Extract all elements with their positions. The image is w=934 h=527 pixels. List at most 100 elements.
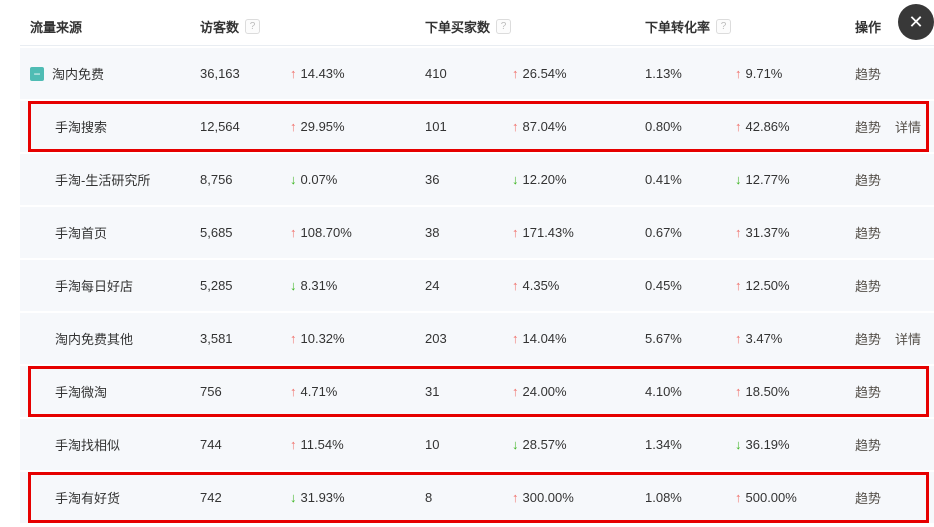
source-label: 手淘搜索 [55,120,108,135]
visitors-value: 756 [200,384,222,399]
actions-cell: 趋势 [855,382,934,401]
source-cell: − 手淘有好货 [20,488,200,507]
trend-arrow-icon: ↓ [290,278,297,293]
source-label: 淘内免费 [52,67,105,82]
trend-arrow-icon: ↓ [290,490,297,505]
conversion-change: ↑ 3.47% [735,331,783,346]
trend-arrow-icon: ↑ [290,331,297,346]
actions-cell: 趋势 详情 [855,329,934,348]
trend-arrow-icon: ↑ [735,225,742,240]
table-body: − 淘内免费 36,163 ↑ 14.43% 410 ↑ 26.54% 1.13% … [20,46,934,523]
collapse-toggle-icon[interactable]: − [30,66,44,81]
trend-link[interactable]: 趋势 [855,67,882,82]
source-cell: − 手淘首页 [20,223,200,242]
trend-arrow-icon: ↓ [735,437,742,452]
trend-arrow-icon: ↓ [735,172,742,187]
trend-arrow-icon: ↑ [290,225,297,240]
conversion-value: 5.67% [645,331,682,346]
table-row: − 手淘微淘 756 ↑4.71% 31 ↑24.00% 4.10% ↑18.5… [20,366,934,417]
column-header-conversion: 下单转化率 ? [645,17,735,36]
buyers-change: ↑ 171.43% [512,225,574,240]
table-header: 流量来源 访客数 ? 下单买家数 ? 下单转化率 ? 操作 [20,0,934,46]
source-cell: − 手淘搜索 [20,117,200,136]
trend-arrow-icon: ↑ [735,66,742,81]
actions-cell: 趋势 [855,276,934,295]
buyers-value: 36 [425,172,440,187]
actions-cell: 趋势 详情 [855,117,934,136]
trend-arrow-icon: ↑ [290,384,297,399]
trend-arrow-icon: ↑ [512,225,519,240]
buyers-value: 10 [425,437,440,452]
conversion-value: 0.41% [645,172,682,187]
trend-arrow-icon: ↑ [512,384,519,399]
conversion-value: 1.34% [645,437,682,452]
source-label: 手淘-生活研究所 [55,173,151,188]
buyers-value: 101 [425,119,447,134]
trend-link[interactable]: 趋势 [855,491,882,506]
trend-link[interactable]: 趋势 [855,332,882,347]
source-label: 手淘首页 [55,226,108,241]
trend-link[interactable]: 趋势 [855,438,882,453]
visitors-value: 8,756 [200,172,233,187]
trend-arrow-icon: ↑ [735,278,742,293]
visitors-value: 3,581 [200,331,233,346]
detail-link[interactable]: 详情 [895,120,922,135]
table-row: − 手淘首页 5,685 ↑108.70% 38 ↑171.43% 0.67% … [20,207,934,258]
buyers-change: ↑ 87.04% [512,119,567,134]
source-label: 手淘有好货 [55,491,121,506]
source-label: 手淘微淘 [55,385,108,400]
trend-link[interactable]: 趋势 [855,226,882,241]
table-row: − 手淘找相似 744 ↑11.54% 10 ↓28.57% 1.34% ↓36… [20,419,934,470]
source-cell: − 手淘每日好店 [20,276,200,295]
table-row: − 手淘每日好店 5,285 ↓8.31% 24 ↑4.35% 0.45% ↑1… [20,260,934,311]
help-icon[interactable]: ? [496,19,512,34]
source-cell: − 淘内免费 [20,64,200,83]
detail-link[interactable]: 详情 [895,332,922,347]
source-label: 淘内免费其他 [55,332,134,347]
trend-arrow-icon: ↓ [290,172,297,187]
trend-arrow-icon: ↑ [290,66,297,81]
visitors-change: ↑ 10.32% [290,331,345,346]
trend-arrow-icon: ↑ [735,384,742,399]
conversion-value: 0.45% [645,278,682,293]
table-row: − 淘内免费其他 3,581 ↑10.32% 203 ↑14.04% 5.67%… [20,313,934,364]
trend-link[interactable]: 趋势 [855,173,882,188]
trend-arrow-icon: ↓ [512,172,519,187]
help-icon[interactable]: ? [245,19,261,34]
buyers-change: ↑ 24.00% [512,384,567,399]
trend-link[interactable]: 趋势 [855,385,882,400]
source-cell: − 手淘微淘 [20,382,200,401]
source-cell: − 淘内免费其他 [20,329,200,348]
close-button[interactable]: ✕ [898,4,934,40]
visitors-change: ↑ 29.95% [290,119,345,134]
visitors-change: ↑ 108.70% [290,225,352,240]
source-label: 手淘找相似 [55,438,121,453]
conversion-value: 1.08% [645,490,682,505]
conversion-change: ↑ 9.71% [735,66,783,81]
visitors-change: ↓ 31.93% [290,490,345,505]
trend-arrow-icon: ↑ [512,490,519,505]
conversion-change: ↑ 12.50% [735,278,790,293]
buyers-change: ↓ 12.20% [512,172,567,187]
actions-cell: 趋势 [855,64,934,83]
visitors-value: 742 [200,490,222,505]
conversion-value: 0.67% [645,225,682,240]
table-row: − 手淘搜索 12,564 ↑29.95% 101 ↑87.04% 0.80% … [20,101,934,152]
buyers-value: 31 [425,384,440,399]
trend-link[interactable]: 趋势 [855,279,882,294]
visitors-value: 12,564 [200,119,240,134]
help-icon[interactable]: ? [716,19,732,34]
column-header-visitors: 访客数 ? [200,17,290,36]
conversion-change: ↑ 42.86% [735,119,790,134]
visitors-change: ↓ 0.07% [290,172,338,187]
conversion-change: ↑ 31.37% [735,225,790,240]
conversion-change: ↑ 18.50% [735,384,790,399]
buyers-value: 24 [425,278,440,293]
actions-cell: 趋势 [855,488,934,507]
actions-cell: 趋势 [855,170,934,189]
trend-link[interactable]: 趋势 [855,120,882,135]
buyers-change: ↑ 4.35% [512,278,560,293]
conversion-value: 0.80% [645,119,682,134]
trend-arrow-icon: ↑ [735,119,742,134]
buyers-value: 410 [425,66,447,81]
